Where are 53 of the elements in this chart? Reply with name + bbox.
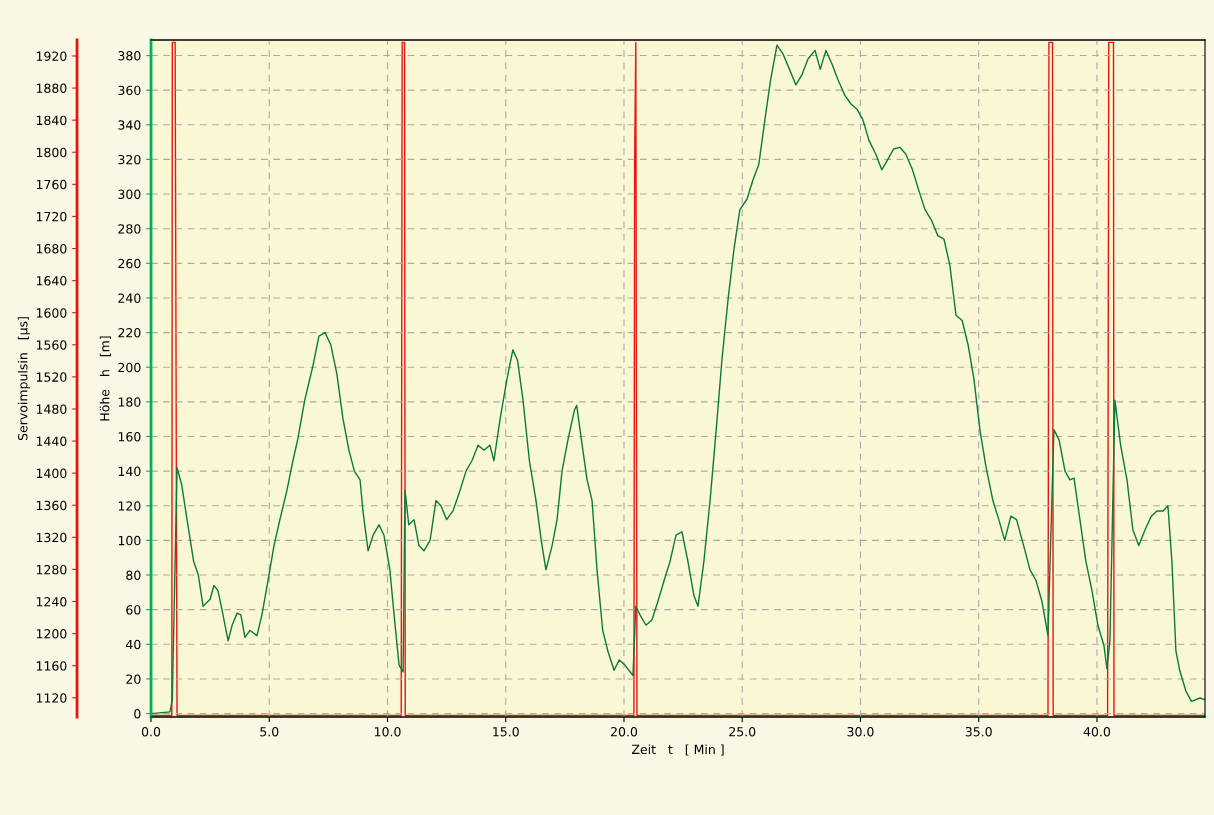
- y2-tick-label: 1360: [36, 500, 67, 511]
- x-tick-label: 5.0: [260, 726, 279, 737]
- y-tick-label: 280: [118, 224, 141, 234]
- y2-tick-label: 1920: [36, 51, 67, 61]
- y-tick-label: 320: [118, 154, 141, 165]
- x-tick-label: 15.0: [493, 726, 519, 737]
- y-tick-label: 200: [118, 362, 141, 373]
- x-tick-label: 20.0: [610, 726, 638, 737]
- y-tick-label: 180: [118, 397, 141, 407]
- y-tick-label: 240: [118, 293, 141, 303]
- y2-tick-label: 1800: [36, 147, 67, 158]
- y-tick-label: 300: [118, 189, 141, 199]
- y2-tick-label: 1600: [36, 308, 67, 318]
- y-tick-label: 220: [118, 328, 141, 338]
- y-axis-title: Höhe h [m]: [99, 336, 111, 421]
- y2-tick-label: 1720: [36, 211, 67, 222]
- y2-tick-label: 1640: [36, 276, 67, 286]
- y-tick-label: 120: [118, 501, 141, 511]
- y2-tick-label: 1440: [36, 436, 67, 446]
- y-tick-label: 20: [126, 674, 141, 684]
- x-axis-title: Zeit t [ Min ]: [631, 744, 724, 756]
- x-tick-label: 40.0: [1083, 726, 1111, 737]
- y-tick-label: 40: [126, 639, 141, 650]
- x-tick-label: 35.0: [965, 726, 992, 737]
- y-tick-label: 80: [126, 570, 141, 580]
- y2-tick-label: 1200: [36, 629, 67, 639]
- y2-tick-label: 1680: [36, 243, 67, 254]
- y-tick-label: 380: [118, 50, 141, 61]
- y2-tick-label: 1120: [36, 693, 67, 703]
- y-tick-label: 160: [118, 431, 141, 442]
- y2-tick-label: 1840: [36, 115, 67, 126]
- y2-tick-label: 1240: [36, 596, 67, 607]
- x-tick-label: 0.0: [141, 726, 161, 737]
- y2-tick-label: 1760: [36, 179, 67, 190]
- y2-tick-label: 1520: [36, 372, 67, 382]
- y-tick-label: 140: [118, 466, 141, 477]
- y-tick-label: 360: [118, 85, 141, 96]
- y-tick-label: 60: [126, 605, 141, 615]
- x-tick-label: 10.0: [374, 726, 401, 737]
- y2-tick-label: 1320: [36, 532, 67, 543]
- y2-tick-label: 1880: [36, 83, 67, 93]
- y2-tick-label: 1280: [36, 564, 67, 575]
- y2-axis-title: Servoimpulsin [µs]: [17, 317, 30, 441]
- y2-tick-label: 1560: [36, 340, 67, 350]
- x-tick-label: 25.0: [729, 726, 756, 737]
- x-tick-label: 30.0: [847, 726, 874, 737]
- y-tick-label: 340: [118, 120, 141, 130]
- y-tick-label: 100: [118, 535, 141, 546]
- y2-tick-label: 1400: [36, 468, 67, 479]
- y2-tick-label: 1160: [36, 661, 67, 671]
- y2-tick-label: 1480: [36, 404, 67, 414]
- y-tick-label: 0: [134, 709, 141, 719]
- y-tick-label: 260: [118, 258, 141, 269]
